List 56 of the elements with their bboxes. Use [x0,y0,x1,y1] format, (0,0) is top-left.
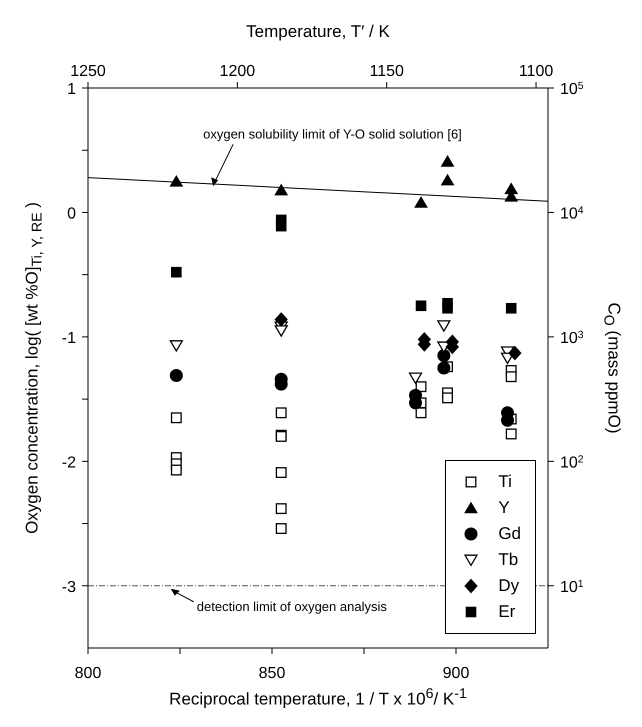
legend-label: Er [498,602,516,622]
y-tick-label: 0 [67,205,76,222]
point [441,174,454,186]
point [414,196,428,208]
point [274,312,288,327]
point [506,371,517,382]
ref-line-label: detection limit of oxygen analysis [196,598,388,614]
legend-label: Tb [498,550,518,570]
point [437,362,450,374]
point [276,503,287,514]
y2-tick-label: 10$^{2}$ [560,454,584,472]
x-tick-label: 900 [442,665,470,682]
point [437,320,451,332]
y-tick-label: -1 [62,330,76,347]
point [276,407,287,418]
point [442,392,453,404]
y-tick-label: -3 [62,578,76,596]
point [416,381,426,392]
x-tick-label: 850 [258,665,286,682]
x2-axis-title: Temperature, T′ / K [245,22,391,42]
y-tick-label: -2 [62,454,76,472]
point [276,523,287,534]
point [170,464,182,476]
point [408,372,422,384]
point [170,340,183,352]
point [437,349,450,362]
x2-tick-label: 1100 [518,63,554,80]
annotation: oxygen solubility limit of Y-O solid solution [6] [203,126,462,142]
point [508,346,522,360]
point [506,302,516,314]
point [276,220,286,232]
point [276,467,287,478]
x2-tick-label: 1200 [220,63,256,80]
point [441,156,454,167]
point [170,368,183,382]
legend-label: Dy [498,576,520,596]
x2-tick-label: 1250 [70,63,106,80]
x-tick-label: 800 [74,665,102,682]
point [171,266,182,278]
x-axis-title: Reciprocal temperature, 1 / T x 10$^{6}$/ K$^{-1}$ [168,686,468,710]
legend-label: Y [498,498,510,518]
y2-tick-label: 10$^{5}$ [560,80,584,98]
y2-tick-label: 10$^{1}$ [560,578,584,596]
point [506,428,517,440]
legend-label: Ti [498,472,512,492]
point [274,184,288,196]
y2-tick-label: 10$^{4}$ [560,204,584,222]
y-tick-label: 1 [67,81,76,98]
y2-tick-label: 10$^{3}$ [560,329,584,347]
legend-label: Gd [498,524,521,544]
x2-tick-label: 1150 [370,63,404,80]
point [416,300,426,312]
point [274,325,288,337]
point [416,407,426,418]
point [442,302,453,314]
point [170,412,182,424]
